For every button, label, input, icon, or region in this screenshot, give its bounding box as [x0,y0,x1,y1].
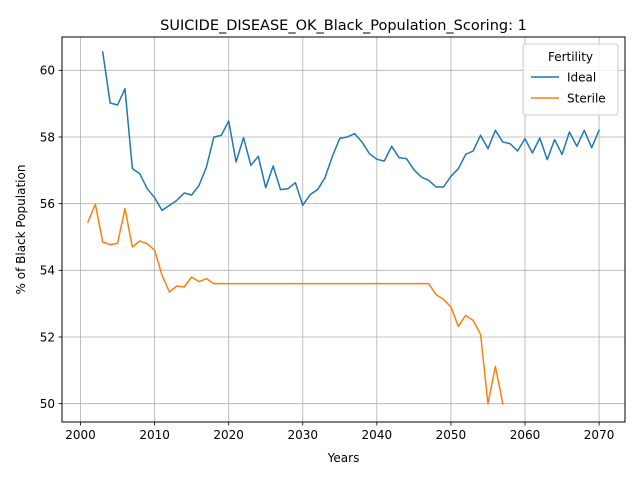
y-tick-label: 56 [40,197,55,211]
x-tick-label: 2030 [287,428,318,442]
y-tick-label: 60 [40,64,55,78]
chart-title: SUICIDE_DISEASE_OK_Black_Population_Scor… [160,18,527,34]
x-tick-label: 2020 [213,428,244,442]
x-tick-label: 2050 [436,428,467,442]
legend-label-ideal: Ideal [567,71,596,85]
y-tick-label: 58 [40,130,55,144]
x-tick-label: 2040 [362,428,393,442]
y-tick-label: 52 [40,330,55,344]
legend: Fertility Ideal Sterile [522,43,619,116]
legend-title: Fertility [548,50,593,64]
y-axis-label: % of Black Population [14,165,28,295]
plot-frame [61,36,626,423]
x-tick-label: 2070 [584,428,615,442]
x-tick-label: 2000 [65,428,96,442]
axis-ticks: 2000 2010 2020 2030 2040 2050 2060 2070 50 52 54 56… [40,64,615,442]
y-tick-label: 50 [40,397,55,411]
x-axis-label: Years [327,451,360,465]
series-group [86,51,601,405]
x-tick-label: 2010 [139,428,170,442]
x-tick-label: 2060 [510,428,541,442]
series-line-sterile [86,203,504,405]
legend-label-sterile: Sterile [567,92,606,106]
series-line-ideal [101,51,601,212]
y-tick-label: 54 [40,264,55,278]
